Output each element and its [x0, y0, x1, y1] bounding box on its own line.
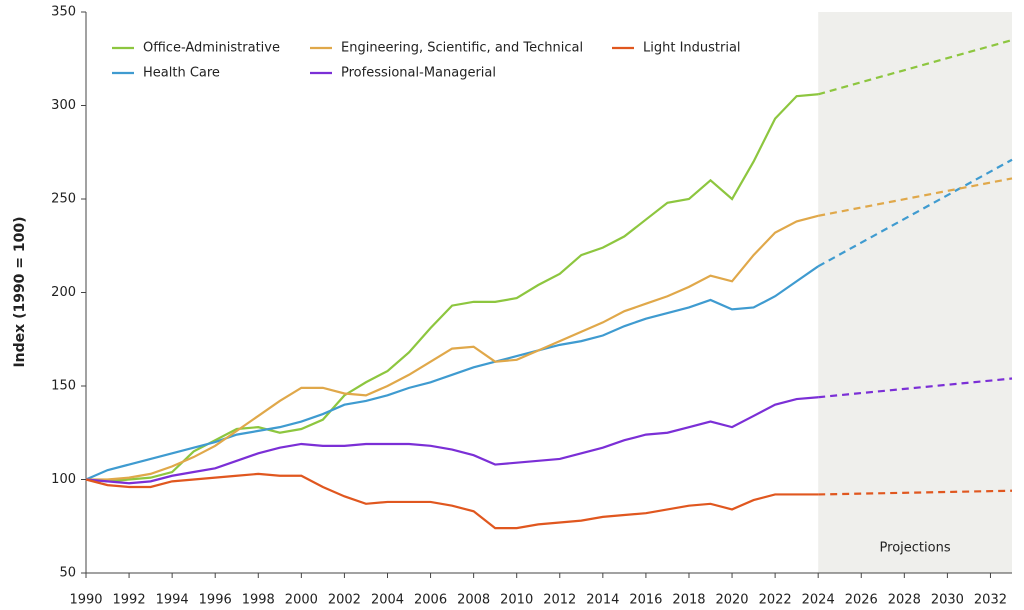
x-tick-label: 2026 — [845, 593, 878, 608]
y-tick-label: 350 — [51, 5, 76, 20]
x-tick-label: 2000 — [285, 593, 318, 608]
x-tick-label: 2022 — [759, 593, 792, 608]
series-line — [85, 396, 819, 485]
x-tick-label: 1994 — [156, 593, 189, 608]
x-tick-label: 2016 — [629, 593, 662, 608]
series-line — [86, 214, 819, 481]
x-tick-label: 2010 — [500, 593, 533, 608]
projection-line — [818, 489, 1013, 496]
projection-line — [817, 177, 1013, 217]
y-axis-label: Index (1990 = 100) — [12, 216, 28, 367]
legend-label: Light Industrial — [643, 41, 741, 56]
legend-label: Engineering, Scientific, and Technical — [341, 41, 583, 56]
legend-label: Health Care — [143, 66, 220, 81]
x-tick-label: 2020 — [715, 593, 748, 608]
y-tick-label: 300 — [51, 98, 76, 113]
x-tick-label: 1990 — [69, 593, 102, 608]
x-tick-label: 2018 — [672, 593, 705, 608]
series-line — [85, 472, 819, 530]
legend-label: Professional-Managerial — [341, 66, 496, 81]
y-tick-label: 100 — [51, 472, 76, 487]
y-tick-label: 250 — [51, 192, 76, 207]
x-tick-label: 2012 — [543, 593, 576, 608]
x-tick-label: 2030 — [931, 593, 964, 608]
projection-line — [817, 38, 1013, 96]
x-tick-label: 2008 — [457, 593, 490, 608]
series-line — [85, 265, 819, 481]
x-tick-label: 2006 — [414, 593, 447, 608]
annotation: Projections — [880, 541, 951, 556]
x-tick-label: 2014 — [586, 593, 619, 608]
x-tick-label: 1996 — [199, 593, 232, 608]
x-tick-label: 2032 — [974, 593, 1007, 608]
x-tick-label: 2002 — [328, 593, 361, 608]
x-tick-label: 1998 — [242, 593, 275, 608]
x-tick-label: 2024 — [802, 593, 835, 608]
y-tick-label: 150 — [51, 379, 76, 394]
x-tick-label: 2028 — [888, 593, 921, 608]
y-tick-label: 50 — [59, 566, 76, 581]
projection-line — [817, 158, 1013, 268]
x-tick-label: 2004 — [371, 593, 404, 608]
legend-label: Office-Administrative — [143, 41, 280, 56]
y-tick-label: 200 — [51, 285, 76, 300]
x-tick-label: 1992 — [113, 593, 146, 608]
projection-region — [818, 12, 1012, 573]
projection-line — [818, 377, 1013, 399]
series-line — [85, 93, 819, 483]
